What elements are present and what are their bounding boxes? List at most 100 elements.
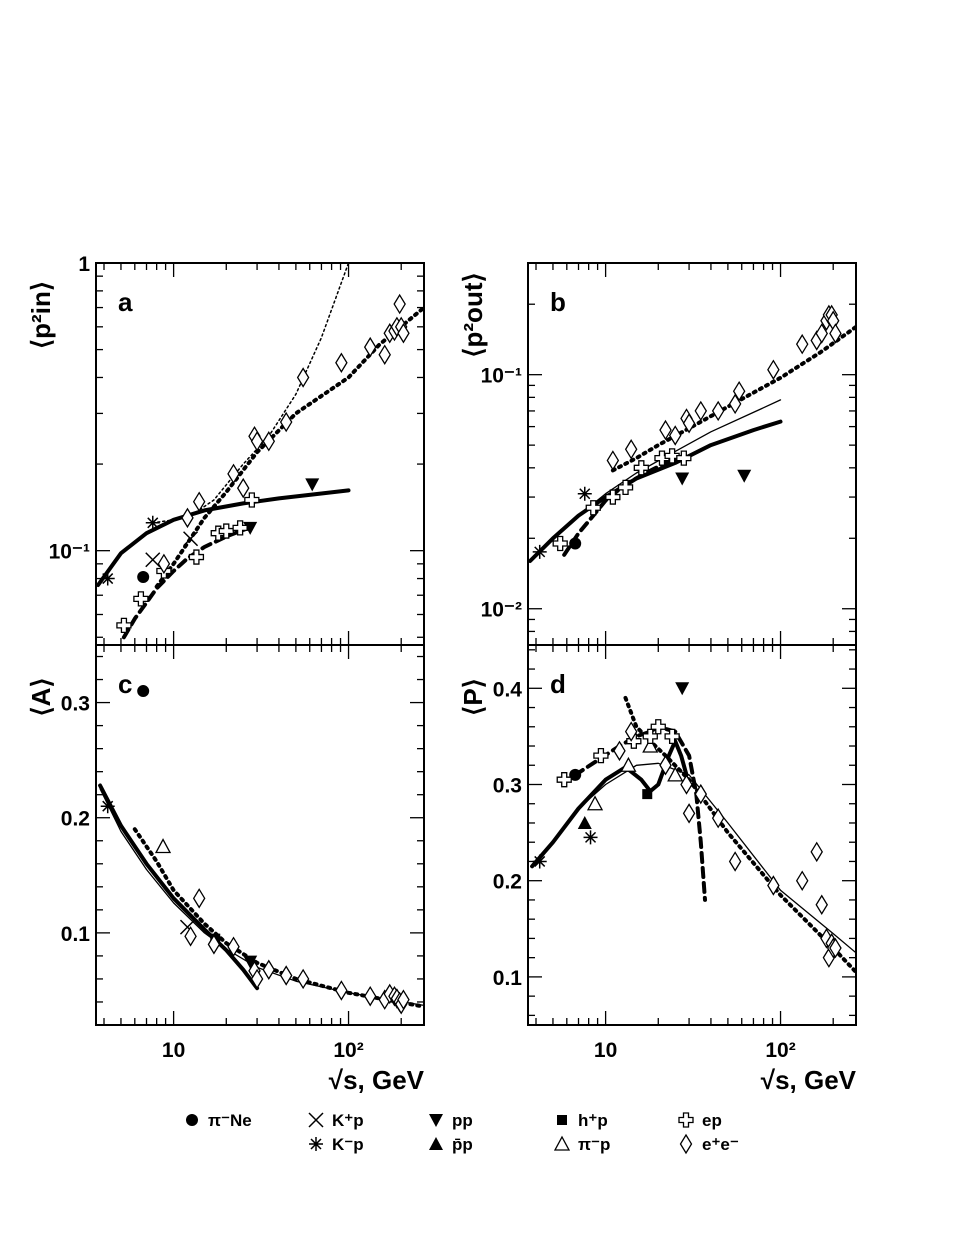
data-point-diamond-open xyxy=(296,968,310,990)
panel-a: 10⁻¹ 1 a ⟨p²in⟩ xyxy=(26,253,425,646)
panel-a-frame xyxy=(95,262,425,646)
data-point-diamond-open xyxy=(181,507,194,529)
data-point-diamond-open xyxy=(378,344,391,365)
data-point-diamond-open xyxy=(682,413,696,434)
data-point-diamond-open xyxy=(335,352,348,374)
data-point-diamond-open xyxy=(363,985,377,1007)
data-point-circle-filled xyxy=(137,685,150,698)
data-point-tri-up-open xyxy=(642,737,659,753)
panel-b-curves xyxy=(528,324,856,563)
data-point-diamond-open xyxy=(711,400,725,422)
data-point-star xyxy=(532,544,547,559)
panel-c-ytick-label: 0.3 xyxy=(61,693,90,716)
data-point-star xyxy=(145,515,160,530)
data-point-diamond-open xyxy=(262,431,276,452)
panel-b-ytick-label: 10⁻¹ xyxy=(481,365,522,388)
legend-label: π⁻p xyxy=(578,1135,610,1154)
data-point-plus-open xyxy=(133,591,149,607)
data-point-diamond-open xyxy=(659,419,672,441)
curve-thick-dashed xyxy=(562,451,692,557)
panel-d-ylabel: ⟨P⟩ xyxy=(458,678,488,716)
data-point-diamond-open xyxy=(236,477,250,499)
data-point-star xyxy=(100,799,115,814)
legend-item: K⁺p xyxy=(308,1111,364,1130)
panel-d-frame xyxy=(527,644,857,1026)
data-point-plus-open xyxy=(585,500,601,516)
panel-b-ytick-label: 10⁻² xyxy=(481,599,522,622)
curve-thin-solid xyxy=(529,399,782,562)
panel-a-ytick-label: 10⁻¹ xyxy=(49,541,90,564)
data-point-tri-up-open xyxy=(667,766,684,782)
panel-d-ytick-label: 0.3 xyxy=(493,774,522,797)
legend-item: pp xyxy=(429,1111,473,1130)
data-point-diamond-open xyxy=(227,463,240,485)
data-point-diamond-open xyxy=(624,439,638,460)
legend-marker-tri-down-filled xyxy=(429,1114,443,1127)
panel-c-ylabel: ⟨A⟩ xyxy=(26,677,56,716)
legend: π⁻Ne K⁺p pp h⁺p ep K⁻p p̄p π⁻p e⁺e⁻ xyxy=(186,1111,739,1155)
legend-label: pp xyxy=(452,1111,473,1130)
data-point-diamond-open xyxy=(296,367,310,388)
panel-c: 0.1 0.2 0.3 10 10² c ⟨A⟩ √s, GeV xyxy=(26,644,425,1095)
panel-b: 10⁻² 10⁻¹ b ⟨p²out⟩ xyxy=(458,262,857,646)
data-point-diamond-open xyxy=(767,359,780,380)
data-point-tri-up-filled xyxy=(577,815,592,829)
data-point-diamond-open xyxy=(279,411,293,433)
data-point-plus-open xyxy=(188,549,205,565)
legend-marker-circle-filled xyxy=(186,1114,198,1126)
curve-thick-solid xyxy=(96,488,351,587)
data-point-tri-down-filled xyxy=(675,472,690,486)
data-point-diamond-open xyxy=(767,875,780,896)
data-point-diamond-open xyxy=(397,322,410,344)
curve-thick-dotted xyxy=(132,827,424,1009)
data-point-diamond-open xyxy=(694,783,708,805)
panel-a-points xyxy=(100,293,410,634)
data-point-plus-open xyxy=(633,460,649,476)
legend-marker-star xyxy=(309,1137,323,1151)
data-point-diamond-open xyxy=(694,400,708,422)
curve-thin-solid xyxy=(531,762,856,954)
data-point-diamond-open xyxy=(157,553,171,575)
data-point-diamond-open xyxy=(829,937,842,959)
data-point-star xyxy=(577,486,592,501)
data-point-plus-open xyxy=(664,448,680,464)
legend-item: p̄p xyxy=(429,1135,473,1154)
data-point-tri-down-filled xyxy=(243,955,258,969)
data-point-diamond-open xyxy=(335,980,348,1001)
data-point-plus-open xyxy=(232,520,248,536)
panel-c-axes xyxy=(96,645,424,1026)
panel-c-ytick-label: 0.1 xyxy=(61,923,91,946)
panel-c-curves xyxy=(98,783,424,1009)
data-point-diamond-open xyxy=(250,431,264,452)
data-point-diamond-open xyxy=(606,450,620,471)
data-point-diamond-open xyxy=(250,968,264,990)
data-point-diamond-open xyxy=(680,774,693,795)
panel-d: 0.1 0.2 0.3 0.4 10 10² d ⟨P⟩ √s, GeV xyxy=(458,644,857,1095)
panel-d-letter: d xyxy=(550,669,566,699)
data-point-tri-up-open xyxy=(154,838,172,854)
legend-label: K⁻p xyxy=(332,1135,364,1154)
data-point-diamond-open xyxy=(184,926,197,947)
data-point-star xyxy=(532,854,547,869)
panel-a-axes xyxy=(96,262,424,645)
data-point-diamond-open xyxy=(393,293,406,315)
data-point-diamond-open xyxy=(624,721,638,742)
data-point-square-filled xyxy=(642,789,653,800)
curve-thick-dashed xyxy=(121,522,260,640)
legend-item: h⁺p xyxy=(557,1111,608,1130)
legend-marker-cross-x xyxy=(308,1112,324,1128)
data-point-diamond-open xyxy=(397,989,410,1010)
data-point-tri-up-open xyxy=(586,795,604,811)
curve-thin-dotted xyxy=(152,263,350,524)
panel-c-frame xyxy=(95,644,425,1026)
data-point-star xyxy=(583,830,598,845)
panel-a-ylabel: ⟨p²in⟩ xyxy=(26,281,56,349)
panel-d-axes xyxy=(528,645,856,1025)
panel-d-ytick-label: 0.1 xyxy=(493,967,523,990)
data-point-tri-down-filled xyxy=(737,469,752,483)
curve-thin-solid xyxy=(99,788,424,1007)
legend-label: ep xyxy=(702,1111,722,1130)
panel-c-xtick-label: 10² xyxy=(333,1039,363,1062)
data-point-diamond-open xyxy=(711,807,725,829)
data-point-diamond-open xyxy=(659,755,672,776)
